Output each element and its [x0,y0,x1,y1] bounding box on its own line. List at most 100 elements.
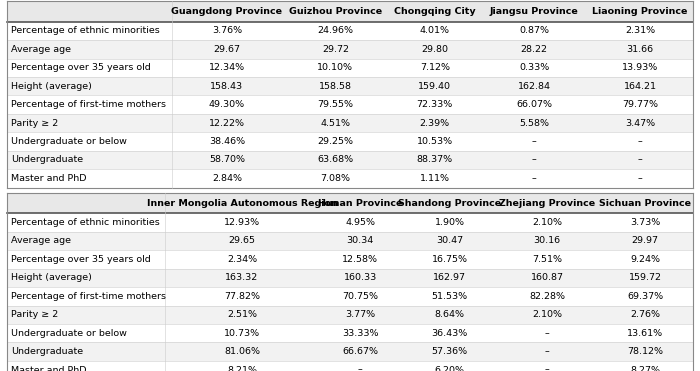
Text: Master and PhD: Master and PhD [11,174,87,183]
Bar [7,59,693,77]
Text: 159.72: 159.72 [629,273,662,282]
Bar [7,95,693,114]
Text: Chongqing City: Chongqing City [394,7,475,16]
Text: Zhejiang Province: Zhejiang Province [499,198,595,207]
Text: Height (average): Height (average) [11,273,92,282]
Text: 30.16: 30.16 [533,236,561,246]
Text: Height (average): Height (average) [11,82,92,91]
Text: 29.65: 29.65 [228,236,256,246]
Text: –: – [638,155,643,164]
Text: Percentage of ethnic minorities: Percentage of ethnic minorities [11,26,160,35]
Text: Percentage of first-time mothers: Percentage of first-time mothers [11,100,166,109]
Text: 36.43%: 36.43% [431,329,468,338]
Text: –: – [638,137,643,146]
Text: 12.34%: 12.34% [209,63,245,72]
Bar [482,1,587,22]
Bar [7,169,693,188]
Text: 30.47: 30.47 [436,236,463,246]
Text: 12.58%: 12.58% [342,255,378,264]
Text: 160.33: 160.33 [344,273,377,282]
Text: 79.77%: 79.77% [622,100,658,109]
Bar [7,269,693,287]
Text: Average age: Average age [11,236,71,246]
Text: 3.77%: 3.77% [345,310,375,319]
Text: 66.67%: 66.67% [342,347,378,356]
Text: 78.12%: 78.12% [627,347,663,356]
Text: Inner Mongolia Autonomous Region: Inner Mongolia Autonomous Region [146,198,337,207]
Text: –: – [545,347,550,356]
Text: 10.10%: 10.10% [317,63,354,72]
Bar [7,193,164,213]
Text: 12.22%: 12.22% [209,119,245,128]
Text: Percentage of first-time mothers: Percentage of first-time mothers [11,292,166,301]
Text: 12.93%: 12.93% [224,218,260,227]
Text: 2.39%: 2.39% [420,119,450,128]
Text: Guangdong Province: Guangdong Province [172,7,283,16]
Text: 8.21%: 8.21% [227,365,257,371]
Text: 24.96%: 24.96% [317,26,354,35]
Text: 158.58: 158.58 [318,82,352,91]
Text: Sichuan Province: Sichuan Province [599,198,691,207]
Text: 13.93%: 13.93% [622,63,658,72]
Text: 4.01%: 4.01% [420,26,450,35]
Text: Undergraduate or below: Undergraduate or below [11,137,127,146]
Bar [402,193,498,213]
Text: 66.07%: 66.07% [516,100,552,109]
Text: Percentage of ethnic minorities: Percentage of ethnic minorities [11,218,160,227]
Text: 7.08%: 7.08% [321,174,350,183]
Text: 49.30%: 49.30% [209,100,245,109]
Text: –: – [532,174,537,183]
Bar [7,232,693,250]
Text: 3.73%: 3.73% [630,218,660,227]
Text: 0.87%: 0.87% [519,26,550,35]
Text: 51.53%: 51.53% [431,292,468,301]
Text: Average age: Average age [11,45,71,54]
Text: 2.31%: 2.31% [625,26,655,35]
Text: 1.11%: 1.11% [420,174,450,183]
Text: 38.46%: 38.46% [209,137,245,146]
Text: –: – [638,174,643,183]
Text: 2.34%: 2.34% [227,255,257,264]
Bar [282,1,389,22]
Bar [7,361,693,371]
Text: Hunan Province: Hunan Province [318,198,402,207]
Text: Undergraduate or below: Undergraduate or below [11,329,127,338]
Text: 5.58%: 5.58% [519,119,550,128]
Bar [7,1,172,22]
Text: Jiangsu Province: Jiangsu Province [490,7,579,16]
Text: 33.33%: 33.33% [342,329,379,338]
Text: 8.64%: 8.64% [435,310,465,319]
Text: 3.47%: 3.47% [625,119,655,128]
Bar [7,250,693,269]
Text: 158.43: 158.43 [211,82,244,91]
Bar [164,193,319,213]
Text: 10.53%: 10.53% [416,137,453,146]
Text: 0.33%: 0.33% [519,63,550,72]
Text: 2.51%: 2.51% [227,310,257,319]
Text: 63.68%: 63.68% [317,155,354,164]
Bar [498,193,597,213]
Text: 28.22: 28.22 [521,45,547,54]
Bar [7,342,693,361]
Text: 82.28%: 82.28% [529,292,565,301]
Bar [7,40,693,59]
Text: 72.33%: 72.33% [416,100,453,109]
Text: 29.72: 29.72 [322,45,349,54]
Bar [597,193,693,213]
Bar [7,77,693,95]
Text: 79.55%: 79.55% [317,100,354,109]
Text: 162.97: 162.97 [433,273,466,282]
Bar [7,22,693,40]
Text: 58.70%: 58.70% [209,155,245,164]
Text: 30.34: 30.34 [346,236,374,246]
Text: 160.87: 160.87 [531,273,564,282]
Bar [389,1,482,22]
Text: 7.12%: 7.12% [420,63,450,72]
Text: 88.37%: 88.37% [416,155,453,164]
Text: 9.24%: 9.24% [630,255,660,264]
Text: 2.76%: 2.76% [630,310,660,319]
Bar [7,324,693,342]
Text: 57.36%: 57.36% [431,347,468,356]
Text: 77.82%: 77.82% [224,292,260,301]
Text: Undergraduate: Undergraduate [11,155,83,164]
